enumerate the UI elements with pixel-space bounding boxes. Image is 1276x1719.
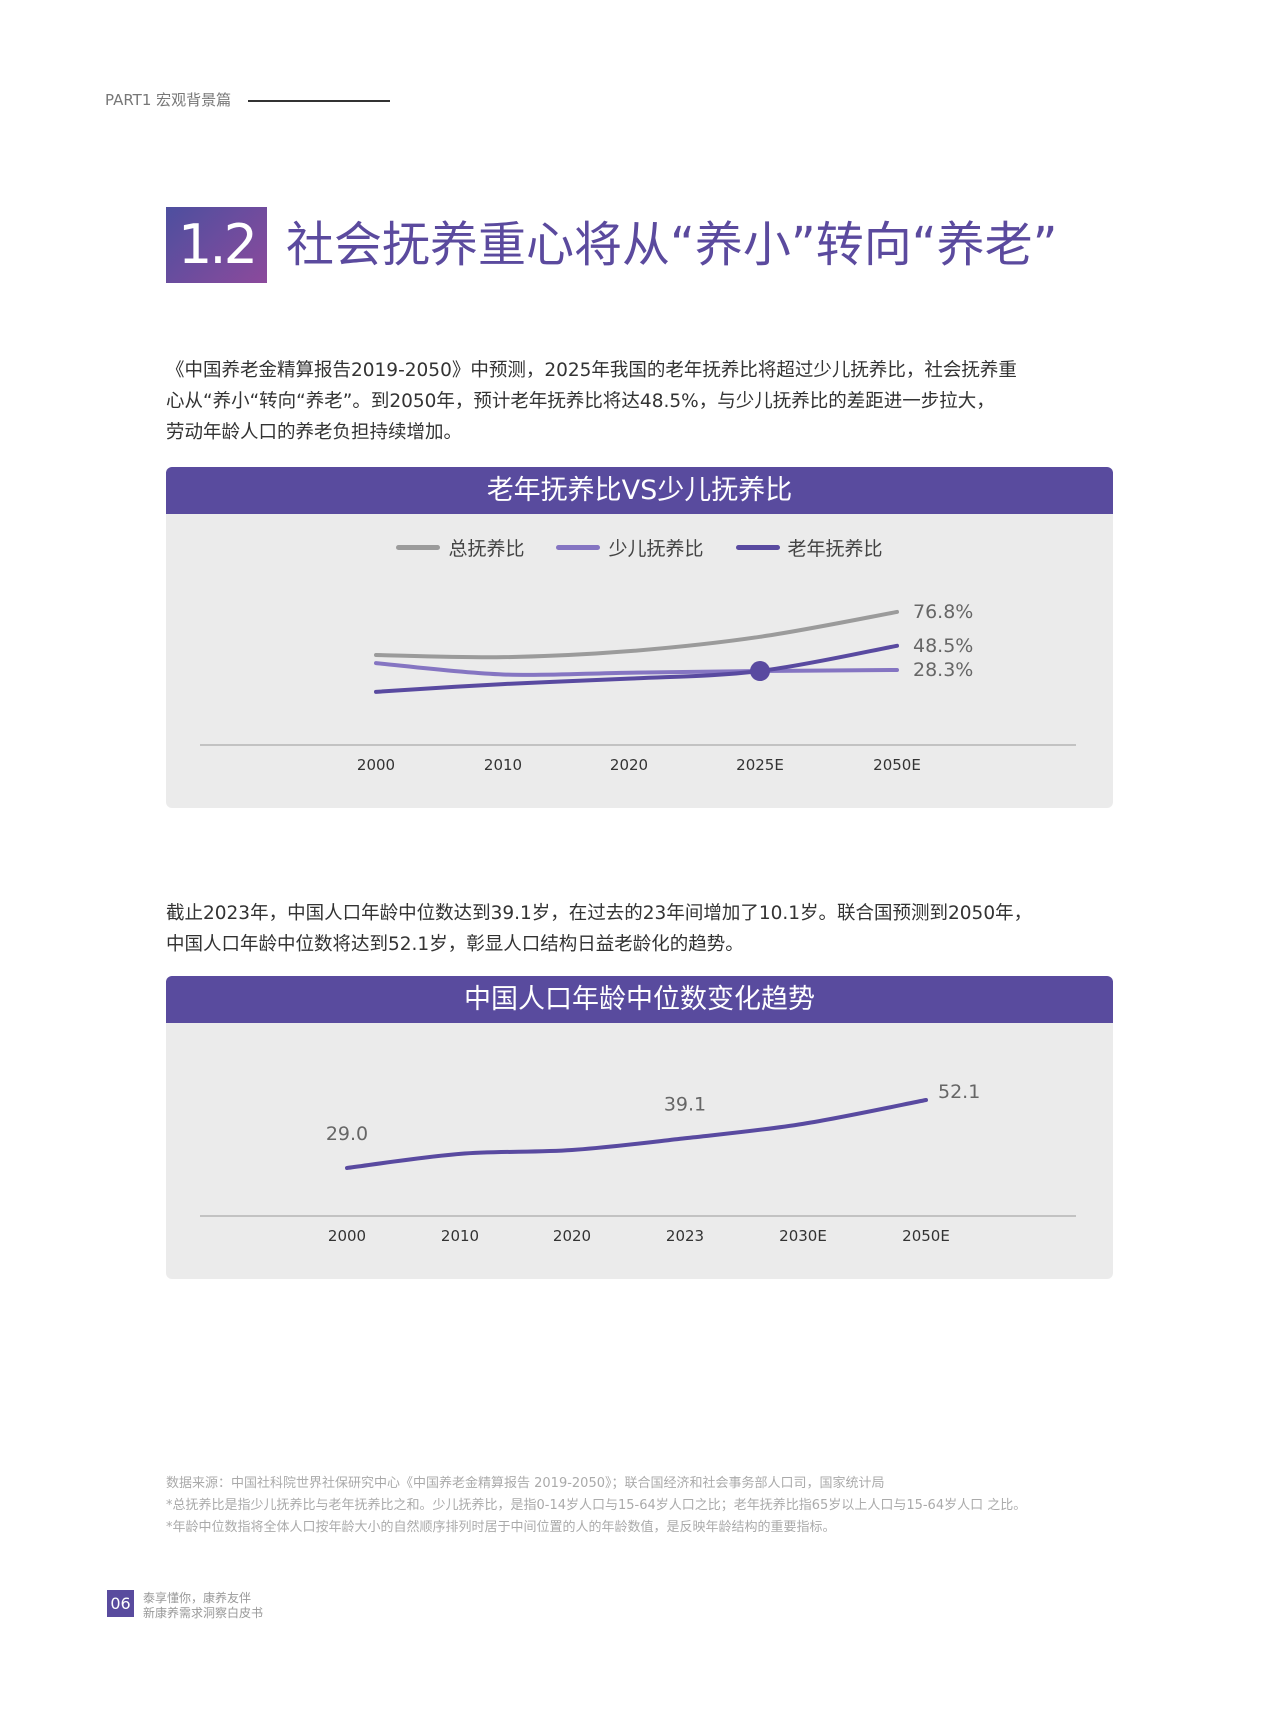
legend-item: 少儿抚养比: [556, 534, 704, 561]
series-line: [374, 661, 899, 677]
x-tick-label: 2050E: [902, 1227, 950, 1245]
x-tick-label: 2020: [610, 756, 648, 774]
legend-label: 老年抚养比: [787, 538, 883, 560]
series-line: [374, 609, 899, 660]
footer-doc-title: 新康养需求洞察白皮书: [143, 1606, 264, 1620]
chart1-plot: 2000 2010 2020 2025E 2050E 76.8% 28.3%48.5%: [200, 601, 1076, 774]
data-label: 29.0: [326, 1123, 368, 1145]
section-divider: [248, 100, 390, 102]
paragraph-line: 《中国养老金精算报告2019-2050》中预测，2025年我国的老年抚养比将超过…: [166, 360, 1017, 381]
footnote-dependency: *总抚养比是指少儿抚养比与老年抚养比之和。少儿抚养比，是指0-14岁人口与15-…: [166, 1498, 1027, 1513]
x-tick-label: 2000: [357, 756, 395, 774]
paragraph-2: 截止2023年，中国人口年龄中位数达到39.1岁，在过去的23年间增加了10.1…: [166, 898, 1116, 960]
footnote-source: 数据来源：中国社科院世界社保研究中心《中国养老金精算报告 2019-2050》；…: [166, 1476, 885, 1491]
crossover-marker: [750, 661, 770, 682]
chart2-plot: 2000 2010 2020 2023 2030E 2050E 29.0 39.1 52.1: [200, 1081, 1076, 1245]
paragraph-line: 心从“养小“转向“养老”。到2050年，预计老年抚养比将达48.5%，与少儿抚养…: [166, 391, 995, 412]
x-tick-label: 2010: [484, 756, 522, 774]
footnote-median-age: *年龄中位数指将全体人口按年龄大小的自然顺序排列时居于中间位置的人的年龄数值，是…: [166, 1520, 836, 1535]
page-title: 社会抚养重心将从“养小”转向“养老”: [286, 217, 1058, 273]
data-label: 28.3%: [913, 659, 973, 681]
legend-swatch: [556, 545, 601, 550]
paragraph-line: 中国人口年龄中位数将达到52.1岁，彰显人口结构日益老龄化的趋势。: [166, 934, 744, 955]
legend-item: 总抚养比: [396, 534, 524, 561]
page-number: 06: [107, 1590, 134, 1617]
section-label: PART1 宏观背景篇: [105, 91, 232, 109]
legend-swatch: [735, 545, 780, 550]
legend-label: 总抚养比: [448, 538, 525, 560]
legend-item: 老年抚养比: [735, 534, 883, 561]
x-tick-label: 2000: [328, 1227, 366, 1245]
x-tick-label: 2030E: [779, 1227, 827, 1245]
series-line: [345, 1098, 928, 1170]
x-tick-label: 2050E: [873, 756, 921, 774]
chart2: 2000 2010 2020 2023 2030E 2050E 29.0 39.1 52.1: [166, 1023, 1113, 1279]
footer-slogan: 泰享懂你，康养友伴: [143, 1591, 252, 1605]
data-label: 76.8%: [913, 601, 973, 623]
data-label: 52.1: [938, 1081, 980, 1103]
x-tick-label: 2010: [441, 1227, 479, 1245]
legend-swatch: [396, 545, 441, 550]
chart1-title: 老年抚养比VS少儿抚养比: [166, 467, 1113, 514]
x-tick-label: 2023: [666, 1227, 704, 1245]
data-label: 48.5%: [913, 635, 973, 657]
section-number: 1.2: [166, 207, 267, 283]
data-label: 39.1: [664, 1093, 706, 1115]
x-tick-label: 2025E: [736, 756, 784, 774]
chart1: 总抚养比 少儿抚养比 老年抚养比 2000 2010 2020 2025E 2050E 7…: [166, 514, 1113, 808]
x-tick-label: 2020: [553, 1227, 591, 1245]
paragraph-line: 劳动年龄人口的养老负担持续增加。: [166, 422, 463, 443]
paragraph-1: 《中国养老金精算报告2019-2050》中预测，2025年我国的老年抚养比将超过…: [166, 355, 1116, 448]
legend-label: 少儿抚养比: [608, 538, 704, 560]
paragraph-line: 截止2023年，中国人口年龄中位数达到39.1岁，在过去的23年间增加了10.1…: [166, 903, 1033, 924]
chart2-title: 中国人口年龄中位数变化趋势: [166, 976, 1113, 1023]
chart1-legend: 总抚养比 少儿抚养比 老年抚养比: [166, 534, 1113, 561]
